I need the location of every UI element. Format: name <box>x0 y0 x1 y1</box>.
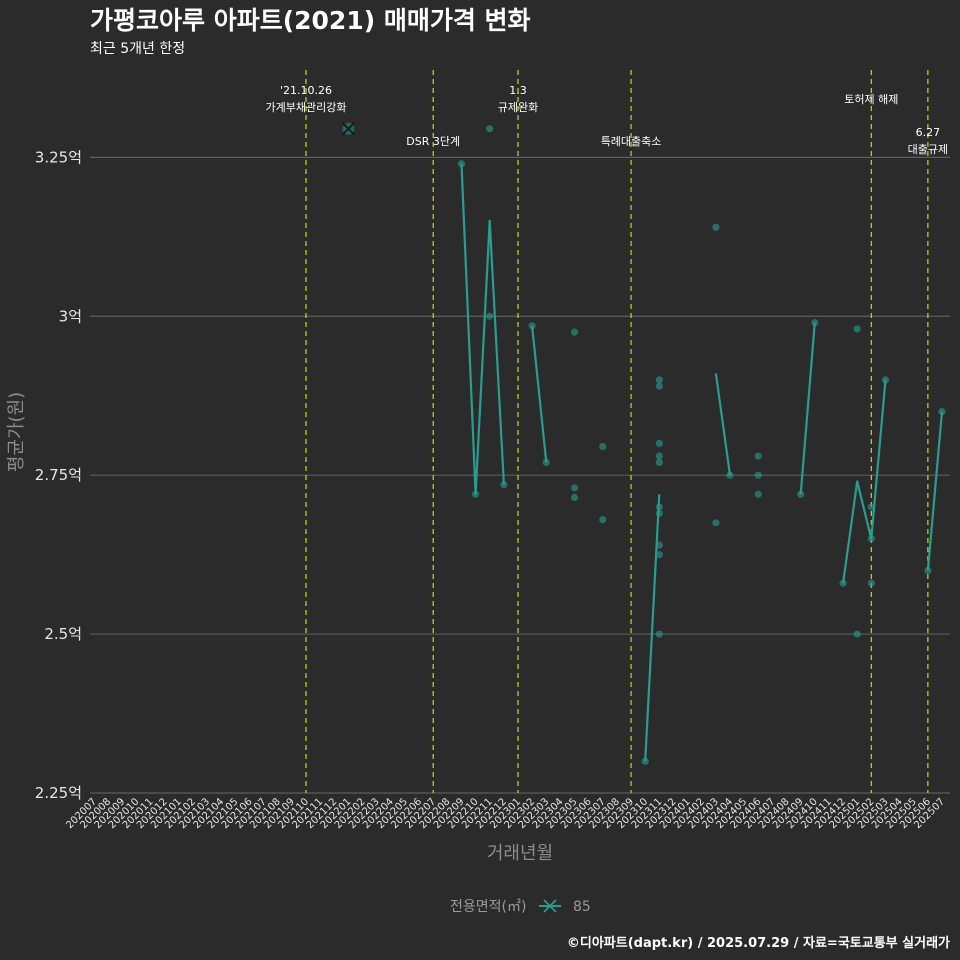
data-point <box>570 493 579 502</box>
series-line-segment <box>926 411 944 571</box>
event-label: 1.3 <box>509 84 527 97</box>
data-point <box>542 458 550 467</box>
y-tick-label: 2.75억 <box>35 466 82 484</box>
series-line-segment <box>842 379 887 584</box>
data-point <box>881 376 890 384</box>
y-tick-label: 2.25억 <box>35 784 82 802</box>
data-point <box>712 223 720 231</box>
data-point <box>599 516 607 524</box>
data-point <box>655 452 663 460</box>
y-tick-label: 3억 <box>59 307 82 325</box>
data-point <box>641 757 649 765</box>
event-label: 가계부채관리강화 <box>266 101 347 114</box>
legend-entry-85: 85 <box>573 899 591 915</box>
y-gridlines <box>90 156 950 794</box>
data-point <box>754 452 762 460</box>
y-tick-labels: 2.25억 2.5억 2.75억 3억 3.25억 <box>35 148 82 802</box>
series-points <box>457 125 946 765</box>
data-point <box>655 509 663 517</box>
data-point <box>599 442 607 451</box>
event-label: 토허제 해제 <box>844 92 898 106</box>
data-point <box>655 541 663 549</box>
data-point <box>754 490 762 498</box>
data-point <box>754 471 762 479</box>
data-point <box>938 408 946 416</box>
data-point <box>655 458 663 467</box>
legend: 전용면적(㎡) 85 <box>450 899 591 915</box>
data-point <box>726 471 734 479</box>
data-point <box>655 382 663 390</box>
data-point <box>655 503 663 511</box>
data-point <box>853 325 861 333</box>
event-label: 대출규제 <box>908 143 948 156</box>
series-line-segment <box>644 494 661 762</box>
data-point <box>500 481 508 489</box>
y-tick-label: 3.25억 <box>35 148 82 166</box>
data-point <box>853 630 861 638</box>
series-line-segment <box>714 373 732 476</box>
data-point <box>867 535 875 543</box>
chart-subtitle: 최근 5개년 한정 <box>90 41 185 57</box>
x-axis-label: 거래년월 <box>487 843 553 864</box>
cross-marker-group <box>341 122 356 136</box>
series-line-segment <box>799 322 816 495</box>
data-point <box>570 484 579 492</box>
y-axis-label: 평균가(원) <box>6 392 27 472</box>
data-point <box>457 160 466 168</box>
data-point <box>655 551 663 559</box>
data-point <box>839 579 847 587</box>
x-tick-labels: 2020072020082020092020102020112020122021… <box>64 796 947 831</box>
data-point <box>867 579 875 587</box>
data-point <box>655 376 663 384</box>
data-point <box>712 519 720 527</box>
series-lines <box>460 163 944 762</box>
event-label: 6.27 <box>916 126 941 139</box>
event-label: DSR 3단계 <box>406 135 460 148</box>
data-point <box>486 125 494 133</box>
data-point <box>655 439 663 447</box>
series-line-segment <box>460 163 505 496</box>
data-point <box>924 566 932 575</box>
data-point <box>811 319 819 327</box>
event-label: '21.10.26 <box>280 84 332 97</box>
data-point <box>867 503 875 511</box>
series-line-segment <box>531 325 548 463</box>
chart-title: 가평코아루 아파트(2021) 매매가격 변화 <box>90 6 531 35</box>
event-label: 규제완화 <box>498 101 538 114</box>
legend-cross-swatch-b <box>543 899 557 913</box>
event-label: 특례대출축소 <box>601 135 662 148</box>
data-point <box>655 630 663 638</box>
legend-title: 전용면적(㎡) <box>450 899 526 915</box>
data-point <box>472 490 480 498</box>
y-tick-label: 2.5억 <box>44 625 82 643</box>
data-point <box>486 312 494 320</box>
data-point <box>570 328 579 336</box>
cross-marker-stroke <box>341 122 356 136</box>
chart-caption: ©디아파트(dapt.kr) / 2025.07.29 / 자료=국토교통부 실… <box>567 935 950 951</box>
data-point <box>528 322 536 330</box>
data-point <box>797 490 805 498</box>
